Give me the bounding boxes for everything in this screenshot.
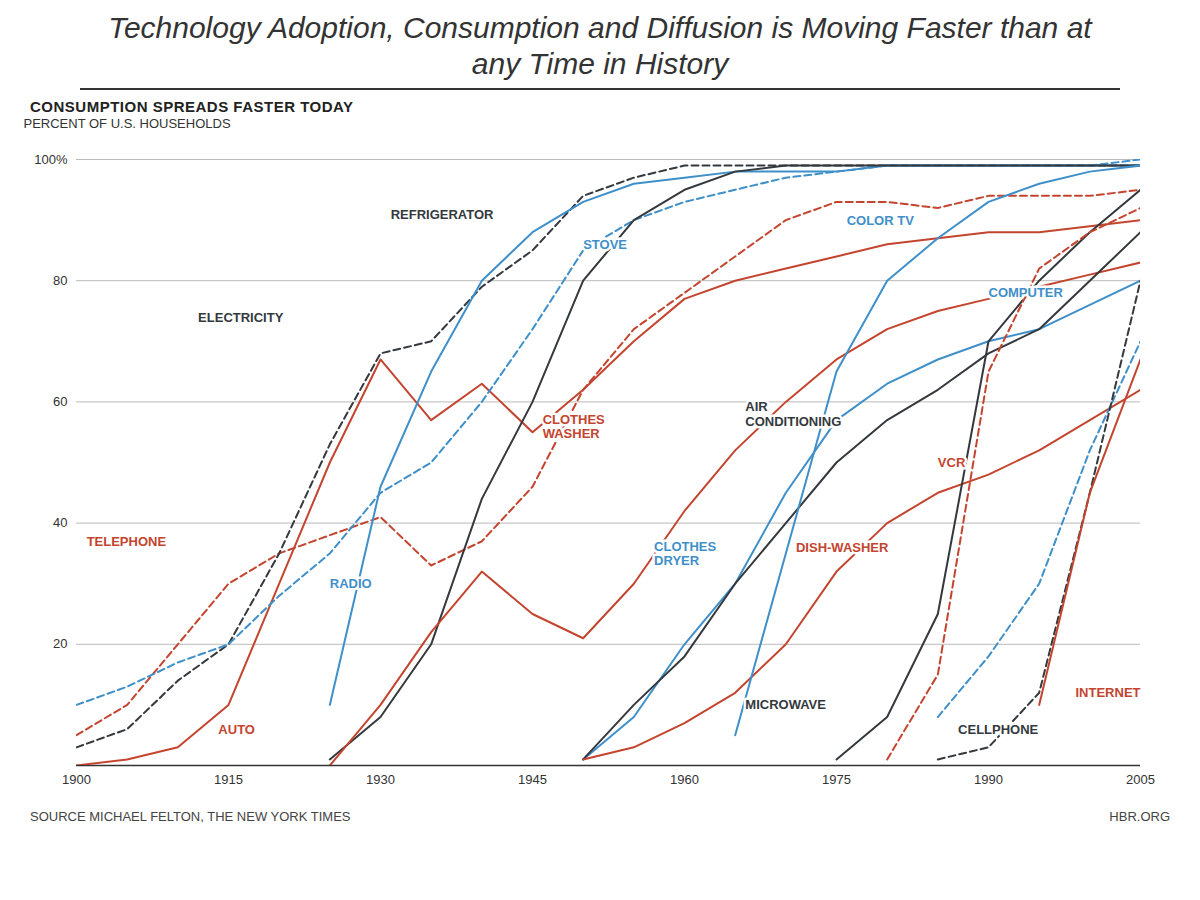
svg-text:MICROWAVE: MICROWAVE: [745, 697, 826, 712]
svg-text:20: 20: [53, 636, 67, 651]
svg-text:80: 80: [53, 273, 67, 288]
svg-text:AIRCONDITIONING: AIRCONDITIONING: [745, 399, 841, 428]
svg-text:40: 40: [53, 515, 67, 530]
html-text:Technology Adoption, Consumpti: Technology Adoption, Consumption and Dif…: [108, 11, 1092, 80]
svg-text:VCR: VCR: [938, 455, 966, 470]
svg-text:INTERNET: INTERNET: [1076, 685, 1141, 700]
svg-text:CLOTHESWASHER: CLOTHESWASHER: [543, 412, 605, 441]
html-text:HBR.ORG: HBR.ORG: [1109, 809, 1170, 824]
html-text:SOURCE MICHAEL FELTON, THE NEW: SOURCE MICHAEL FELTON, THE NEW YORK TIME…: [30, 809, 351, 824]
svg-text:2005: 2005: [1126, 772, 1155, 787]
svg-text:CELLPHONE: CELLPHONE: [958, 722, 1039, 737]
svg-text:TELEPHONE: TELEPHONE: [87, 534, 167, 549]
svg-text:REFRIGERATOR: REFRIGERATOR: [391, 207, 494, 222]
svg-text:1990: 1990: [974, 772, 1003, 787]
svg-text:1975: 1975: [822, 772, 851, 787]
svg-text:100%: 100%: [34, 152, 68, 167]
svg-text:1900: 1900: [62, 772, 91, 787]
svg-text:COMPUTER: COMPUTER: [989, 285, 1064, 300]
html-text:CONSUMPTION SPREADS FASTER TOD: CONSUMPTION SPREADS FASTER TODAY: [30, 98, 354, 115]
svg-text:1930: 1930: [366, 772, 395, 787]
svg-text:RADIO: RADIO: [330, 576, 372, 591]
svg-text:1945: 1945: [518, 772, 547, 787]
svg-text:COLOR TV: COLOR TV: [847, 213, 914, 228]
svg-text:60: 60: [53, 394, 67, 409]
svg-text:ELECTRICITY: ELECTRICITY: [198, 310, 284, 325]
svg-text:PERCENT OF U.S. HOUSEHOLDS: PERCENT OF U.S. HOUSEHOLDS: [24, 116, 231, 131]
svg-text:AUTO: AUTO: [218, 722, 255, 737]
svg-text:DISH-WASHER: DISH-WASHER: [796, 540, 889, 555]
svg-text:1915: 1915: [214, 772, 243, 787]
svg-text:CLOTHESDRYER: CLOTHESDRYER: [654, 539, 716, 568]
svg-text:STOVE: STOVE: [583, 237, 627, 252]
svg-text:1960: 1960: [670, 772, 699, 787]
